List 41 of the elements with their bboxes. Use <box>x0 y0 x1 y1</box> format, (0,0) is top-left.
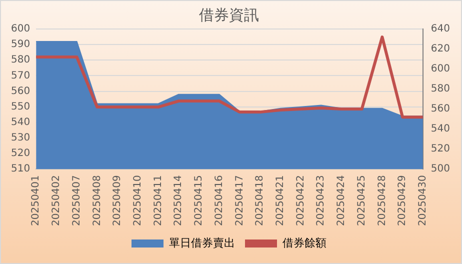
y-tick-label: 570 <box>10 70 30 82</box>
x-tick-label: 20250407 <box>71 175 82 226</box>
x-tick-label: 20250421 <box>274 175 286 226</box>
x-tick-label: 20250408 <box>92 175 103 226</box>
x-tick-label: 20250429 <box>397 175 408 226</box>
x-tick-label: 20250418 <box>254 175 266 226</box>
y-tick-label: 580 <box>10 54 30 66</box>
x-tick-label: 20250409 <box>112 175 124 226</box>
x-tick-label: 20250417 <box>234 175 246 226</box>
x-tick-label: 20250428 <box>376 175 388 226</box>
legend-label: 借券餘額 <box>282 236 326 250</box>
y2-tick-label: 560 <box>430 104 450 115</box>
x-tick-label: 20250416 <box>214 175 225 226</box>
x-tick-label: 20250410 <box>132 175 144 226</box>
y-tick-label: 520 <box>10 148 30 160</box>
x-tick-label: 20250415 <box>194 175 205 226</box>
y-tick-label: 590 <box>10 39 30 50</box>
x-tick-label: 20250414 <box>173 175 184 226</box>
x-tick-label: 20250411 <box>152 175 164 226</box>
y2-tick-label: 580 <box>430 84 450 95</box>
y-tick-label: 510 <box>10 164 30 175</box>
y2-tick-label: 600 <box>430 64 450 75</box>
y-tick-label: 600 <box>10 24 30 35</box>
y-tick-label: 550 <box>10 101 30 112</box>
y2-tick-label: 520 <box>430 144 450 155</box>
y2-tick-label: 620 <box>430 44 450 55</box>
x-tick-label: 20250424 <box>336 175 348 226</box>
y-tick-label: 540 <box>10 116 30 128</box>
chart-title: 借券資訊 <box>199 6 259 24</box>
legend-label: 單日借券賣出 <box>169 236 235 250</box>
x-tick-label: 20250422 <box>295 175 306 226</box>
x-tick-label: 20250401 <box>30 175 42 226</box>
y2-tick-label: 500 <box>430 164 450 175</box>
y-tick-label: 560 <box>10 86 30 97</box>
y-tick-label: 530 <box>10 132 30 144</box>
y2-tick-label: 640 <box>430 24 450 35</box>
x-tick-label: 20250430 <box>418 175 429 226</box>
y2-tick-label: 540 <box>430 124 450 135</box>
x-tick-label: 20250425 <box>356 175 368 226</box>
x-tick-label: 20250402 <box>51 175 62 226</box>
x-tick-label: 20250423 <box>316 175 327 226</box>
